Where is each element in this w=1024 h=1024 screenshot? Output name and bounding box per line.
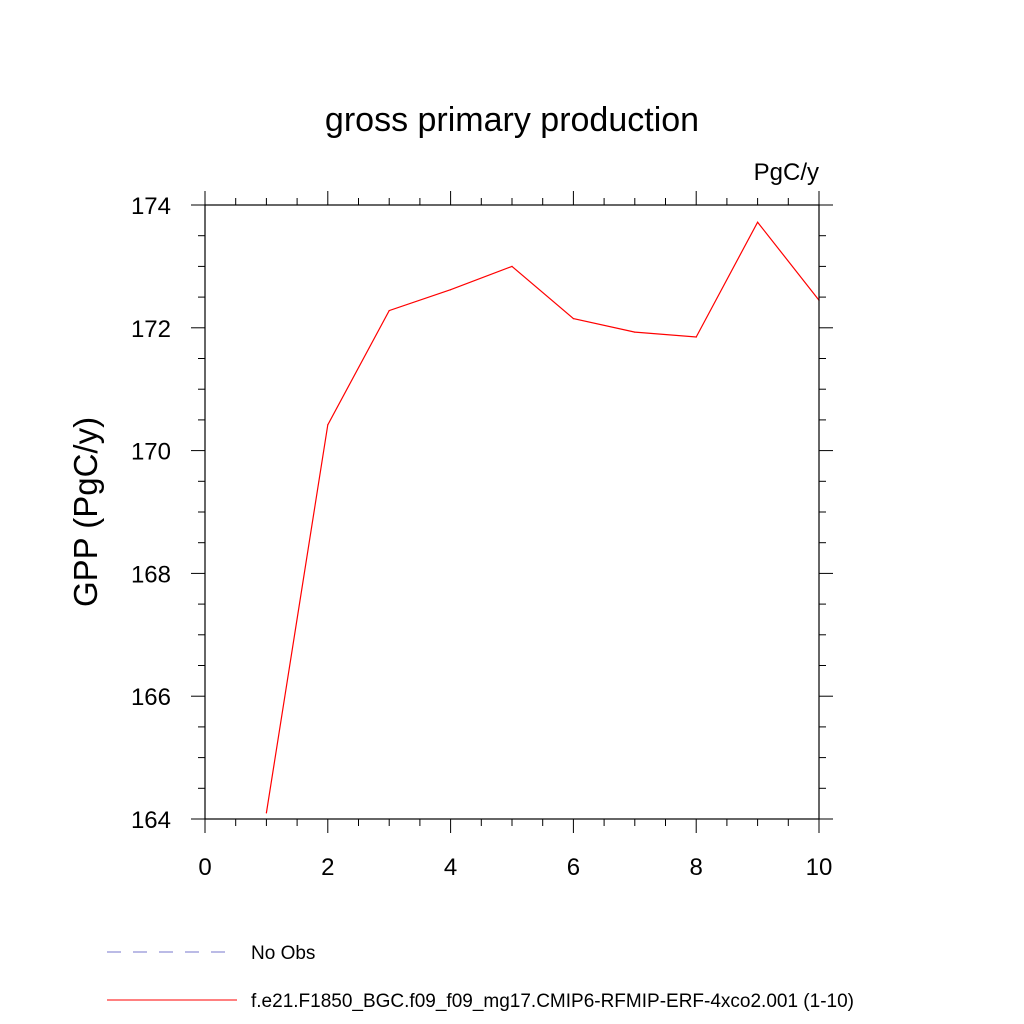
y-tick-label: 168	[131, 561, 171, 588]
y-tick-label: 166	[131, 684, 171, 711]
data-point	[265, 812, 267, 814]
x-tick-label: 4	[444, 854, 457, 881]
plot-frame	[204, 204, 820, 820]
x-tick-label: 6	[567, 854, 580, 881]
y-tick-label: 164	[131, 807, 171, 834]
legend-label: No Obs	[251, 943, 315, 964]
gpp-series-line	[265, 221, 820, 813]
axis-tick-labels: 0 2 4 6 8 10 164 166 168 170 172 174	[131, 193, 832, 881]
chart-title: gross primary production	[325, 101, 699, 139]
legend-label: f.e21.F1850_BGC.f09_f09_mg17.CMIP6-RFMIP…	[251, 991, 854, 1012]
y-axis-label: GPP (PgC/y)	[67, 417, 104, 607]
legend: No Obs f.e21.F1850_BGC.f09_f09_mg17.CMIP6…	[107, 943, 854, 1012]
data-point	[572, 317, 575, 320]
y-tick-label: 172	[131, 316, 171, 343]
data-series	[265, 221, 820, 814]
data-point	[450, 289, 452, 291]
y-tick-label: 174	[131, 193, 171, 220]
x-tick-label: 10	[806, 854, 833, 881]
data-point	[634, 331, 636, 333]
x-tick-label: 0	[198, 854, 211, 881]
x-tick-label: 2	[321, 854, 334, 881]
data-point	[388, 310, 390, 312]
units-label: PgC/y	[754, 159, 819, 186]
axis-ticks	[191, 191, 833, 833]
data-point	[511, 265, 513, 267]
data-point	[757, 221, 759, 223]
x-tick-label: 8	[690, 854, 703, 881]
data-point	[327, 424, 329, 426]
data-point	[695, 336, 697, 338]
y-tick-label: 170	[131, 439, 171, 466]
